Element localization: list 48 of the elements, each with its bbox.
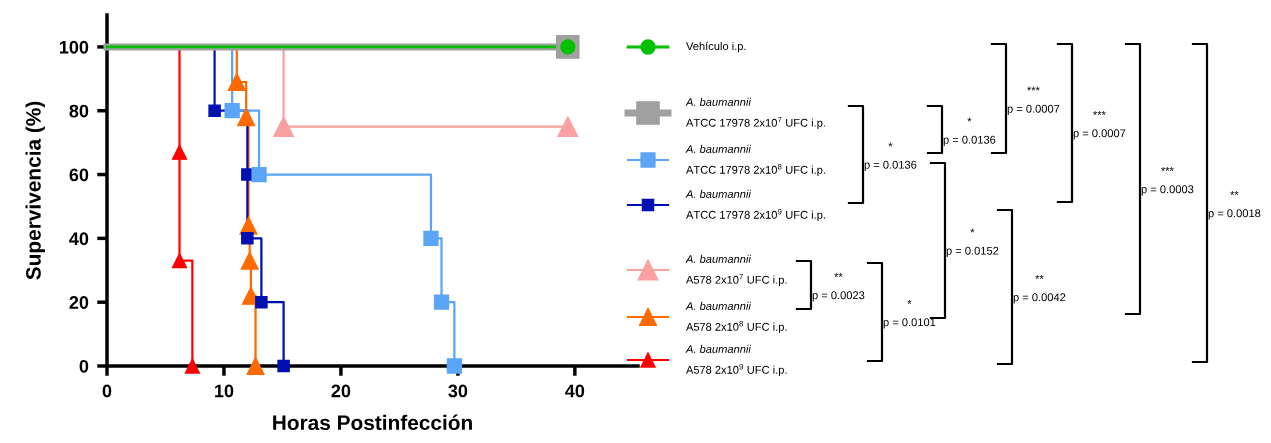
text: *** p = 0.0007 xyxy=(1007,86,1060,115)
point xyxy=(423,230,439,247)
text: * p = 0.0101 xyxy=(883,300,936,329)
x-axis-title: Horas Postinfección xyxy=(273,414,472,431)
y-tick-label: 100 xyxy=(59,40,89,54)
point xyxy=(277,359,290,373)
text: * p = 0.0152 xyxy=(946,228,999,257)
y-tick-label: 0 xyxy=(79,359,89,373)
legend-label: A. baumannii A578 2x10$^{7}$ UFC i.p. xyxy=(685,254,787,286)
y-axis-title: Supervivencia (%) xyxy=(25,101,45,280)
x-tick-label: 0 xyxy=(102,384,112,398)
legend-label: A. baumannii A578 2x10$^{8}$ UFC i.p. xyxy=(685,301,787,333)
y-tick-label: 40 xyxy=(69,232,89,246)
legend-label: A. baumannii ATCC 17978 2x10$^{9}$ UFC i.p. xyxy=(685,189,825,221)
point xyxy=(227,72,246,92)
text: *** p = 0.0007 xyxy=(1073,111,1126,140)
point xyxy=(273,116,295,138)
point xyxy=(208,104,221,117)
x-tick-label: 10 xyxy=(215,384,234,398)
point xyxy=(224,103,240,119)
legend-label: A. baumannii ATCC 17978 2x10$^{8}$ UFC i.p. xyxy=(685,144,825,176)
point xyxy=(240,251,259,270)
point xyxy=(255,295,268,309)
text: ** p = 0.0023 xyxy=(812,273,865,302)
y-tick-label: 20 xyxy=(69,296,89,309)
legend-label: A. baumannii ATCC 17978 2x10$^{7}$ UFC i.p. xyxy=(685,97,825,129)
point xyxy=(246,356,265,376)
text: * p = 0.0136 xyxy=(864,142,917,171)
point xyxy=(171,253,188,269)
y-tick-label: 60 xyxy=(69,168,89,182)
legend-label: Vehículo i.p. xyxy=(686,41,746,53)
x-tick-label: 40 xyxy=(565,384,585,398)
point xyxy=(184,358,201,374)
x-tick-label: 20 xyxy=(331,384,351,398)
text: * p = 0.0136 xyxy=(943,117,996,146)
text: *** p = 0.0003 xyxy=(1141,167,1194,196)
point xyxy=(171,144,188,160)
point xyxy=(241,232,254,245)
point xyxy=(446,358,463,374)
point xyxy=(237,108,256,127)
point xyxy=(557,116,579,138)
point xyxy=(251,166,267,183)
y-tick-label: 80 xyxy=(69,104,89,118)
point xyxy=(433,294,450,310)
text: ** p = 0.0018 xyxy=(1208,191,1261,220)
text: ** p = 0.0042 xyxy=(1013,275,1066,304)
x-tick-label: 30 xyxy=(448,384,468,398)
legend-label: A. baumannii A578 2x10$^{9}$ UFC i.p. xyxy=(685,344,787,376)
